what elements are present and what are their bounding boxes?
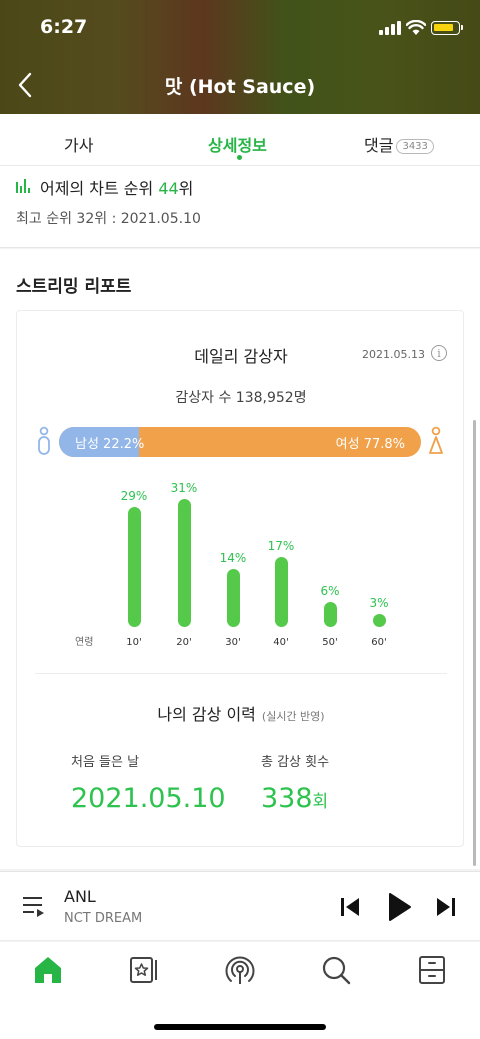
age-bar-value-label: 3% xyxy=(369,596,389,610)
home-icon[interactable] xyxy=(32,954,64,986)
age-group-label: 30' xyxy=(225,637,241,648)
history-title-text: 나의 감상 이력 xyxy=(157,705,256,724)
chart-rank-panel: 어제의 차트 순위 44위 최고 순위 32위 : 2021.05.10 xyxy=(0,166,480,248)
mini-player[interactable]: ANL NCT DREAM xyxy=(0,871,480,941)
status-bar: 6:27 xyxy=(0,0,480,56)
male-icon xyxy=(38,426,50,455)
scrollbar[interactable] xyxy=(473,420,476,866)
female-icon xyxy=(429,426,443,454)
listener-count: 감상자 수 138,952명 xyxy=(175,390,307,406)
first-listen-date: 2021.05.10 xyxy=(71,783,226,814)
female-percent-label: 여성 77.8% xyxy=(335,437,405,452)
tab-lyrics[interactable]: 가사 xyxy=(64,132,93,156)
cellular-signal-icon xyxy=(379,21,403,35)
divider xyxy=(35,673,447,674)
age-bar-value-label: 31% xyxy=(170,481,198,495)
age-distribution-chart: 연령 29% 10' 31% 20' 14% 30' 17% 40' 6% 50' 3% 60' xyxy=(17,469,465,659)
home-indicator xyxy=(154,1024,326,1030)
gender-ratio-bar: 남성 22.2% 여성 77.8% xyxy=(59,427,421,457)
best-rank: 최고 순위 32위 : 2021.05.10 xyxy=(16,211,201,227)
age-group-label: 10' xyxy=(126,637,142,648)
play-icon[interactable] xyxy=(388,892,412,922)
play-count-number: 338 xyxy=(261,783,313,814)
play-count-label: 총 감상 횟수 xyxy=(261,755,330,770)
library-icon[interactable] xyxy=(128,954,160,986)
age-bar-value-label: 6% xyxy=(320,584,340,599)
tab-comments[interactable]: 댓글 3433 xyxy=(364,132,434,156)
status-time: 6:27 xyxy=(40,16,88,38)
age-bar-10 xyxy=(127,507,141,627)
section-title: 스트리밍 리포트 xyxy=(16,277,132,297)
play-count-value: 338회 xyxy=(261,783,328,814)
listening-history-title: 나의 감상 이력 (실시간 반영) xyxy=(17,701,465,725)
streaming-report-section: 스트리밍 리포트 데일리 감상자 2021.05.13 i 감상자 수 138,… xyxy=(0,249,480,869)
next-track-icon[interactable] xyxy=(436,896,456,918)
battery-icon xyxy=(431,21,463,35)
header: 6:27 맛 (Hot Sauce) xyxy=(0,0,480,114)
age-group-label: 20' xyxy=(176,637,192,648)
song-title: 맛 (Hot Sauce) xyxy=(164,76,316,98)
card-title: 데일리 감상자 xyxy=(194,347,288,366)
age-bar-60 xyxy=(372,614,386,627)
age-group-label: 50' xyxy=(322,637,338,648)
yesterday-rank: 어제의 차트 순위 44위 xyxy=(40,175,193,199)
nav-bar: 맛 (Hot Sauce) xyxy=(0,60,480,110)
wifi-icon xyxy=(406,20,426,35)
rank-prefix: 어제의 차트 순위 xyxy=(40,179,154,198)
rank-value: 44 xyxy=(158,179,179,198)
active-tab-indicator xyxy=(237,155,242,160)
daily-listeners-card: 데일리 감상자 2021.05.13 i 감상자 수 138,952명 남성 2… xyxy=(16,310,464,847)
male-percent-label: 남성 22.2% xyxy=(75,437,145,452)
storage-icon[interactable] xyxy=(416,954,448,986)
report-date: 2021.05.13 xyxy=(362,348,425,361)
gender-male-segment xyxy=(59,427,140,457)
info-icon[interactable]: i xyxy=(431,345,447,361)
play-count-unit: 회 xyxy=(312,792,329,812)
bottom-navigation xyxy=(0,942,480,1039)
age-bar-value-label: 14% xyxy=(219,551,247,566)
search-icon[interactable] xyxy=(320,954,352,986)
age-group-label: 60' xyxy=(371,637,387,648)
tab-details-label: 상세정보 xyxy=(208,136,267,155)
playlist-icon[interactable] xyxy=(22,894,48,918)
track-name: ANL xyxy=(64,887,96,906)
artist-name: NCT DREAM xyxy=(64,911,143,926)
chart-bars-icon xyxy=(16,178,32,193)
tab-lyrics-label: 가사 xyxy=(64,136,94,155)
age-bar-value-label: 17% xyxy=(267,538,295,553)
age-bar-30 xyxy=(226,569,240,627)
rank-suffix: 위 xyxy=(178,179,194,198)
first-listen-label: 처음 들은 날 xyxy=(71,755,140,770)
age-bar-20 xyxy=(177,499,191,627)
tab-bar: 가사 상세정보 댓글 3433 xyxy=(0,114,480,166)
comment-count-badge: 3433 xyxy=(396,139,434,154)
age-bar-50 xyxy=(323,602,337,627)
tab-comments-label: 댓글 xyxy=(364,136,394,155)
age-bar-40 xyxy=(274,556,288,627)
podcast-icon[interactable] xyxy=(224,954,256,986)
tab-details[interactable]: 상세정보 xyxy=(208,132,267,156)
age-bar-value-label: 29% xyxy=(120,489,148,504)
back-arrow-icon[interactable] xyxy=(14,70,38,100)
previous-track-icon[interactable] xyxy=(340,896,360,918)
history-subtitle: (실시간 반영) xyxy=(261,710,325,723)
age-group-label: 40' xyxy=(273,637,289,648)
age-axis-label: 연령 xyxy=(75,637,94,648)
